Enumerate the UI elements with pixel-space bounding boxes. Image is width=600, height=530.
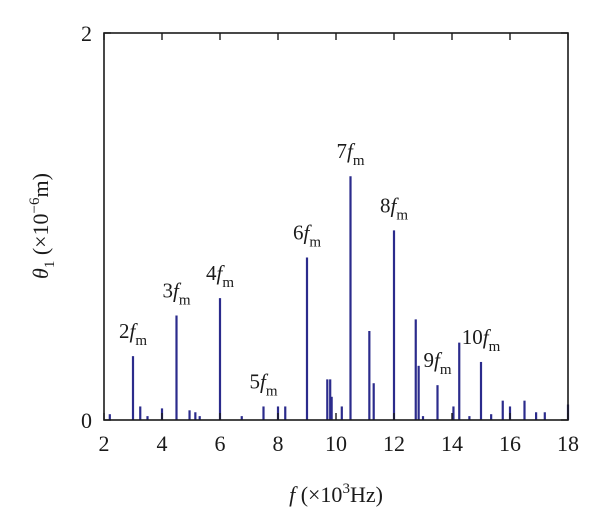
y-axis-unit-power: −6 bbox=[27, 197, 43, 213]
harmonic-label-8: 8fm bbox=[380, 193, 408, 223]
harmonic-order: 8 bbox=[380, 193, 391, 217]
x-tick-label: 16 bbox=[499, 431, 521, 456]
harmonic-label-5: 5fm bbox=[249, 369, 277, 399]
x-axis-unit-open: (×10 bbox=[295, 482, 342, 507]
harmonic-label-4: 4fm bbox=[206, 261, 234, 291]
harmonic-symbol: f bbox=[303, 220, 312, 244]
x-tick-label: 8 bbox=[273, 431, 284, 456]
harmonic-symbol: f bbox=[483, 325, 492, 349]
harmonic-subscript: m bbox=[353, 153, 365, 169]
x-tick-label: 2 bbox=[99, 431, 110, 456]
harmonic-order: 3 bbox=[162, 279, 173, 303]
x-tick-label: 10 bbox=[325, 431, 347, 456]
bar-group bbox=[108, 176, 570, 420]
x-tick-label: 4 bbox=[157, 431, 168, 456]
harmonic-label-2: 2fm bbox=[119, 319, 147, 349]
y-axis-unit-close: m) bbox=[28, 173, 53, 197]
harmonic-subscript: m bbox=[266, 383, 278, 399]
harmonic-symbol: f bbox=[347, 139, 356, 163]
harmonic-order: 7 bbox=[336, 139, 347, 163]
harmonic-subscript: m bbox=[135, 333, 147, 349]
harmonic-label-3: 3fm bbox=[162, 279, 190, 309]
harmonic-subscript: m bbox=[396, 207, 408, 223]
harmonic-symbol: f bbox=[173, 279, 182, 303]
harmonic-symbol: f bbox=[260, 369, 269, 393]
x-tick-label: 6 bbox=[215, 431, 226, 456]
harmonic-order: 5 bbox=[249, 369, 260, 393]
tick-group bbox=[103, 32, 569, 421]
harmonic-subscript: m bbox=[222, 275, 234, 291]
harmonic-subscript: m bbox=[489, 339, 501, 355]
harmonic-order: 10 bbox=[462, 325, 483, 349]
harmonic-order: 6 bbox=[293, 220, 304, 244]
y-axis-unit-open: (×10 bbox=[28, 213, 53, 260]
harmonic-symbol: f bbox=[216, 261, 225, 285]
harmonic-label-9: 9fm bbox=[423, 348, 451, 378]
harmonic-order: 9 bbox=[423, 348, 434, 372]
harmonic-symbol: f bbox=[390, 193, 399, 217]
harmonic-order: 2 bbox=[119, 319, 130, 343]
harmonic-symbol: f bbox=[129, 319, 138, 343]
y-axis-title: θ1 (×10−6m) bbox=[27, 173, 58, 279]
x-tick-label: 18 bbox=[557, 431, 579, 456]
x-axis-unit-power: 3 bbox=[342, 481, 350, 497]
x-axis-unit-close: Hz) bbox=[350, 482, 383, 507]
harmonic-label-7: 7fm bbox=[336, 139, 364, 169]
x-axis-title: f (×103Hz) bbox=[289, 481, 383, 507]
harmonic-subscript: m bbox=[309, 234, 321, 250]
harmonic-symbol: f bbox=[434, 348, 443, 372]
harmonic-subscript: m bbox=[179, 293, 191, 309]
y-tick-label: 0 bbox=[81, 408, 92, 433]
x-tick-label: 12 bbox=[383, 431, 405, 456]
plot-frame bbox=[103, 32, 569, 421]
y-axis-symbol: θ bbox=[28, 268, 53, 279]
y-tick-label: 2 bbox=[81, 21, 92, 46]
harmonic-subscript: m bbox=[440, 362, 452, 378]
harmonic-order: 4 bbox=[206, 261, 217, 285]
harmonic-label-6: 6fm bbox=[293, 220, 321, 250]
x-tick-label: 14 bbox=[441, 431, 463, 456]
harmonic-label-10: 10fm bbox=[462, 325, 501, 355]
y-axis-subscript: 1 bbox=[42, 261, 58, 269]
x-axis-symbol: f bbox=[289, 482, 298, 507]
